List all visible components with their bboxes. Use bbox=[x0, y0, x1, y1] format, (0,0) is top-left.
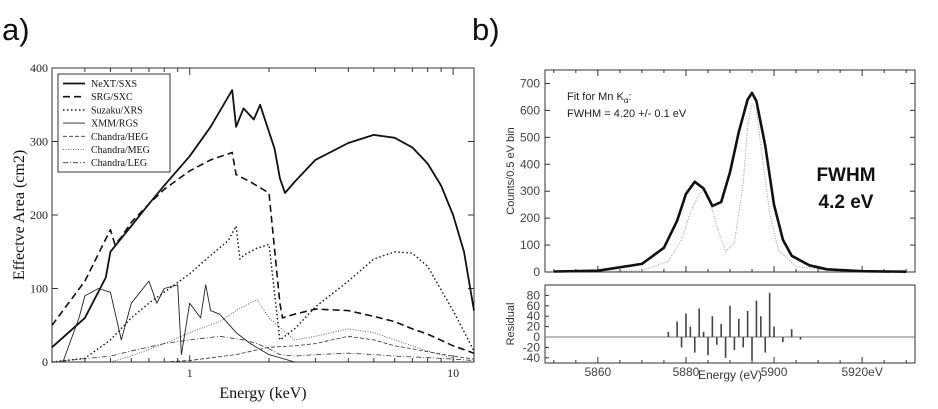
chart-b-residual-bars bbox=[667, 292, 802, 361]
series-fit bbox=[553, 91, 907, 273]
chart-a-series bbox=[51, 89, 475, 363]
chart-b-residual-ytick-label: -40 bbox=[523, 351, 541, 365]
chart-b-residual-ytick-label: 80 bbox=[527, 288, 541, 302]
chart-b-ticks bbox=[545, 70, 915, 363]
chart-b-residual-ytick-label: -20 bbox=[523, 340, 541, 354]
chart-b-residual-ytick-label: 0 bbox=[533, 330, 540, 344]
chart-b-xtick-label: 5860 bbox=[585, 365, 612, 379]
chart-a-ytick-label: 400 bbox=[30, 61, 48, 75]
chart-b-ytick-label: 700 bbox=[520, 76, 540, 90]
chart-b-ylabel: Counts/0.5 eV bin bbox=[505, 127, 517, 214]
chart-b-residual-ytick-label: 60 bbox=[527, 299, 541, 313]
chart-b-xlabel: Energy (eV) bbox=[698, 368, 762, 382]
chart-b-ytick-label: 500 bbox=[520, 130, 540, 144]
chart-b-annotation-line2: FWHM = 4.20 +/- 0.1 eV bbox=[567, 108, 687, 120]
chart-a-ticks bbox=[51, 67, 474, 363]
chart-b-xtick-label: 5900 bbox=[761, 365, 788, 379]
legend-label-next-sxs: NeXT/SXS bbox=[91, 79, 137, 90]
series-next-sxs bbox=[51, 89, 475, 348]
chart-a-ytick-label: 0 bbox=[42, 355, 48, 369]
chart-b-ytick-label: 600 bbox=[520, 103, 540, 117]
chart-b-ytick-label: 100 bbox=[520, 238, 540, 252]
chart-b-ytick-label: 400 bbox=[520, 157, 540, 171]
legend-label-xmm-rgs: XMM/RGS bbox=[91, 119, 138, 130]
panel-label-a: a) bbox=[2, 12, 30, 47]
fwhm-callout-value: 4.2 eV bbox=[819, 192, 874, 213]
chart-a-xtick-label: 10 bbox=[447, 366, 459, 380]
series-xmm-rgs bbox=[62, 280, 295, 363]
legend-label-chandra-heg: Chandra/HEG bbox=[91, 132, 148, 143]
chart-a-tick-labels: 0 100 200 300 400 1 10 bbox=[30, 61, 459, 380]
chart-b-ytick-label: 300 bbox=[520, 184, 540, 198]
chart-b-ytick-label: 0 bbox=[533, 265, 540, 279]
chart-b-ytick-label: 200 bbox=[520, 211, 540, 225]
chart-a-ytick-label: 100 bbox=[30, 282, 48, 296]
chart-b-tick-labels: 0100200300400500600700-40-20020406080586… bbox=[520, 76, 883, 379]
chart-b-residual-ylabel: Residual bbox=[505, 303, 517, 346]
legend-label-srg-sxc: SRG/SXC bbox=[91, 92, 133, 103]
chart-a-ytick-label: 200 bbox=[30, 208, 48, 222]
series-chandra-meg bbox=[110, 299, 454, 363]
chart-b-xtick-label: 5880 bbox=[673, 365, 700, 379]
panel-label-b: b) bbox=[472, 12, 500, 47]
legend-label-suzaku-xrs: Suzaku/XRS bbox=[91, 105, 143, 116]
legend-label-chandra-leg: Chandra/LEG bbox=[91, 158, 147, 169]
chart-a: 0 100 200 300 400 1 10 Energy (keV) Effectve A… bbox=[11, 61, 475, 402]
chart-b: 0100200300400500600700-40-20020406080586… bbox=[505, 69, 916, 382]
chart-a-ylabel: Effectve Area (cm2) bbox=[11, 150, 28, 280]
chart-a-xtick-label: 1 bbox=[187, 366, 193, 380]
series-srg-sxc bbox=[51, 151, 475, 354]
chart-b-xtick-label: 5920eV bbox=[841, 365, 882, 379]
chart-a-ytick-label: 300 bbox=[30, 135, 48, 149]
series-components bbox=[553, 103, 907, 273]
chart-b-residual-ytick-label: 40 bbox=[527, 309, 541, 323]
chart-a-xlabel: Energy (keV) bbox=[219, 385, 306, 402]
chart-b-residual-ytick-label: 20 bbox=[527, 320, 541, 334]
chart-b-annotation-line1: Fit for Mn Kα: bbox=[567, 91, 632, 105]
chart-a-legend: NeXT/SXS SRG/SXC Suzaku/XRS XMM/RGS Chandra/… bbox=[57, 73, 171, 173]
series-chandra-heg bbox=[164, 335, 475, 363]
fwhm-callout-title: FWHM bbox=[816, 165, 875, 186]
series-chandra-leg bbox=[51, 335, 475, 363]
chart-b-series bbox=[553, 91, 907, 273]
legend-label-chandra-meg: Chandra/MEG bbox=[91, 145, 150, 156]
